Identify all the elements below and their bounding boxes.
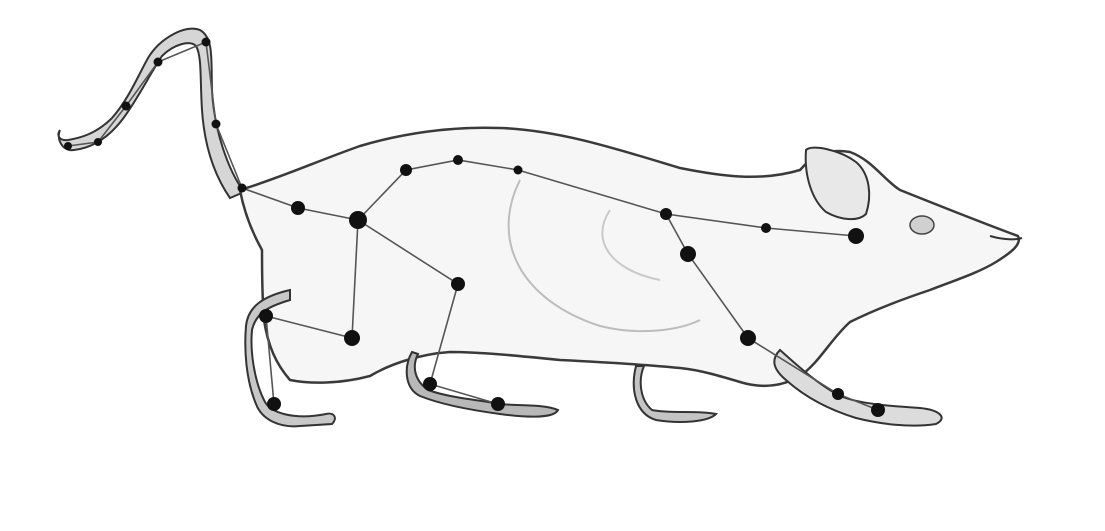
joint-paw-tip (871, 403, 885, 417)
joint-foot-front (491, 397, 505, 411)
joint-paw (832, 388, 844, 400)
rear-leg-bone-chain (265, 219, 359, 405)
joint-ankle-front (423, 377, 437, 391)
joint-spine-1 (400, 164, 412, 176)
rat-body (57, 27, 1023, 428)
joint-head (848, 228, 864, 244)
joint-heel-back (259, 309, 273, 323)
joint-knee-front (451, 277, 465, 291)
rat-ear (804, 146, 871, 220)
hip-contour-inner (601, 209, 661, 281)
joint-tail-4 (201, 37, 211, 47)
joint-wrist (740, 330, 756, 346)
joint-hip (349, 211, 367, 229)
joint-knee-back (344, 330, 360, 346)
joint-shoulder (660, 208, 672, 220)
joint-spine-2 (453, 155, 463, 165)
rat-eye (909, 215, 935, 235)
skeleton-joints (64, 37, 885, 417)
rat-tail (57, 27, 246, 200)
rear-leg-back (244, 288, 336, 428)
front-leg-back (632, 365, 719, 423)
joint-neck (761, 223, 771, 233)
joint-tail-base (237, 183, 247, 193)
joint-tail-tip (64, 142, 72, 150)
joint-elbow (680, 246, 696, 262)
hip-contour (507, 179, 701, 333)
joint-rump (291, 201, 305, 215)
rat-snout (989, 235, 1023, 241)
joint-tail-1 (94, 138, 102, 146)
joint-tail-5 (211, 119, 221, 129)
joint-tail-2 (121, 101, 131, 111)
joint-spine-3 (513, 165, 523, 175)
joint-foot-back (267, 397, 281, 411)
rear-leg-front-bone-chain (357, 219, 499, 405)
joint-tail-3 (153, 57, 163, 67)
